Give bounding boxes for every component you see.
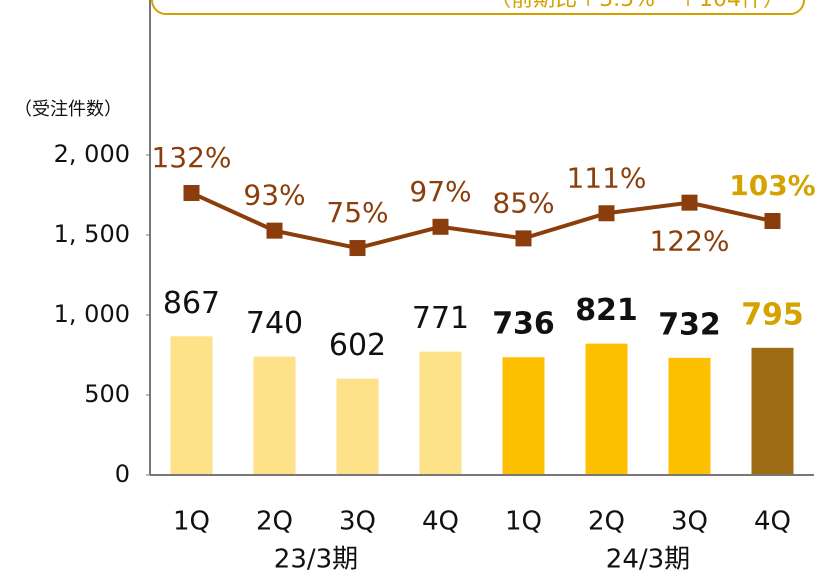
line-value-label: 97% xyxy=(409,175,471,208)
line-marker xyxy=(764,212,781,229)
line-value-label: 103% xyxy=(729,169,816,202)
x-tick-label: 3Q xyxy=(339,507,376,537)
bar-value-label: 795 xyxy=(741,297,804,332)
bar-value-label: 867 xyxy=(163,286,220,321)
bar-value-label: 771 xyxy=(412,301,469,336)
x-tick-label: 4Q xyxy=(754,507,791,537)
line-value-label: 111% xyxy=(566,161,646,194)
bar xyxy=(419,351,462,475)
line-marker xyxy=(515,230,532,247)
bar-value-label: 732 xyxy=(658,307,721,342)
line-value-label: 122% xyxy=(649,225,729,258)
annotation-box xyxy=(151,0,805,15)
bar xyxy=(668,357,711,475)
bar-value-label: 740 xyxy=(246,306,303,341)
line-value-label: 132% xyxy=(151,141,231,174)
y-tick-label: 0 xyxy=(115,460,130,488)
line-marker xyxy=(432,218,449,235)
line xyxy=(190,191,773,251)
bar xyxy=(585,343,628,475)
y-axis-label: （受注件数） xyxy=(14,99,122,120)
y-tick-label: 1, 000 xyxy=(54,300,130,328)
x-tick-label: 3Q xyxy=(671,507,708,537)
x-tick-label: 4Q xyxy=(422,507,459,537)
line-value-label: 85% xyxy=(492,186,554,219)
line-marker xyxy=(349,240,366,257)
line-value-label: 75% xyxy=(326,196,388,229)
line-marker xyxy=(266,222,283,239)
y-tick-label: 1, 500 xyxy=(54,220,130,248)
x-tick-label: 1Q xyxy=(173,507,210,537)
annotation: （前期比＋3.5% ＋104件） xyxy=(489,0,785,12)
line-value-label: 93% xyxy=(243,179,305,212)
bar xyxy=(751,347,794,475)
x-tick-label: 2Q xyxy=(588,507,625,537)
bar xyxy=(253,356,296,475)
bar-value-label: 821 xyxy=(575,293,638,328)
bar xyxy=(502,357,545,475)
bar-value-label: 736 xyxy=(492,307,555,342)
bar xyxy=(170,336,213,475)
x-tick-label: 1Q xyxy=(505,507,542,537)
group-label: 24/3期 xyxy=(606,545,690,575)
line-marker xyxy=(183,184,200,201)
y-tick-label: 500 xyxy=(84,380,130,408)
line-marker xyxy=(681,194,698,211)
bar-value-label: 602 xyxy=(329,328,386,363)
y-tick-label: 2, 000 xyxy=(54,140,130,168)
bar xyxy=(336,378,379,475)
group-label: 23/3期 xyxy=(274,545,358,575)
x-tick-label: 2Q xyxy=(256,507,293,537)
line-marker xyxy=(598,205,615,222)
